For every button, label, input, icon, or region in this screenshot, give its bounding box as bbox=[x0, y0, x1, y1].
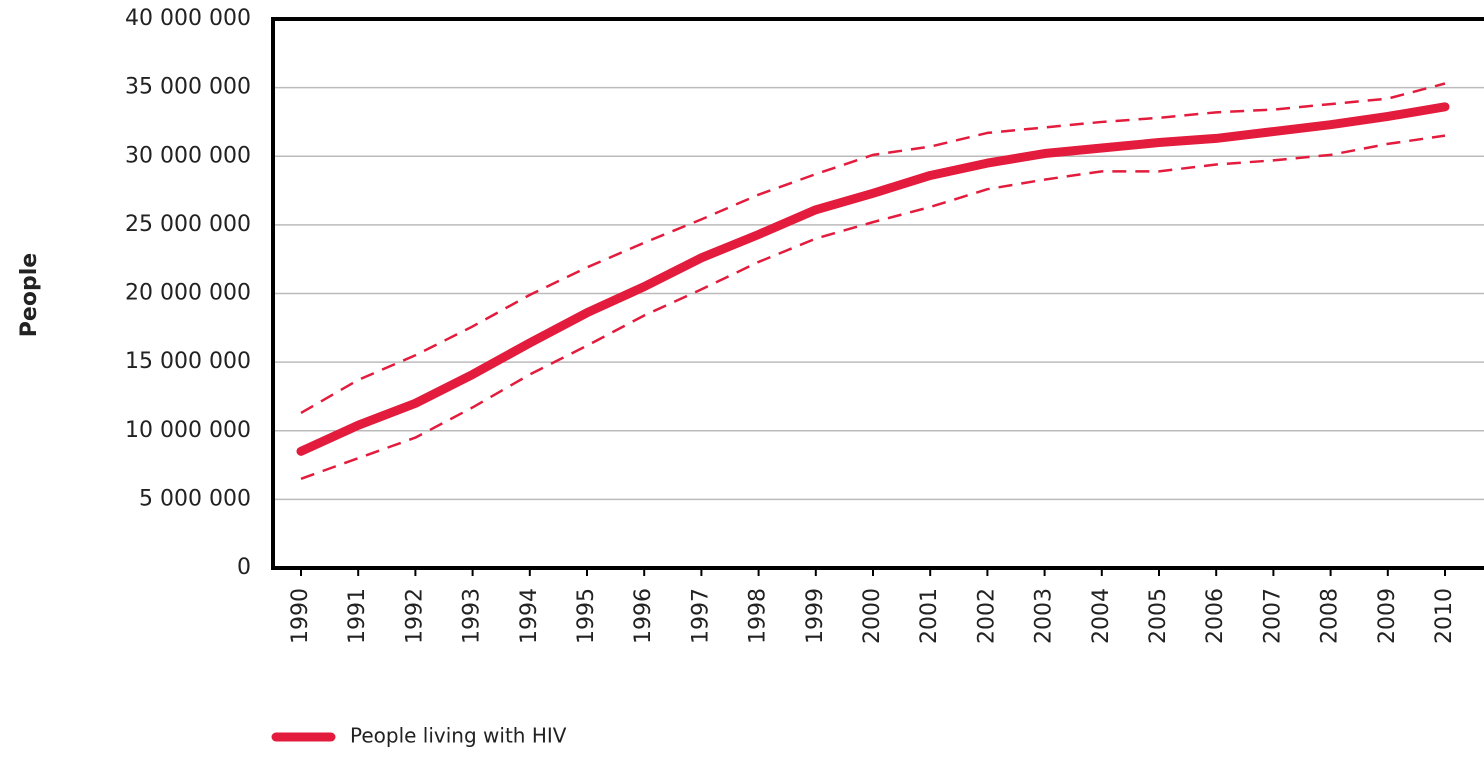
x-tick-label: 2007 bbox=[1260, 588, 1285, 644]
x-tick-label: 1990 bbox=[288, 588, 313, 644]
x-tick-label: 1997 bbox=[688, 588, 713, 644]
x-tick-label: 2010 bbox=[1432, 588, 1457, 644]
y-tick-label: 20 000 000 bbox=[125, 281, 251, 306]
y-tick-label: 5 000 000 bbox=[139, 486, 251, 511]
x-tick-label: 2000 bbox=[860, 588, 885, 644]
x-tick-label: 2008 bbox=[1318, 588, 1343, 644]
y-tick-label: 15 000 000 bbox=[125, 349, 251, 374]
x-tick-label: 2001 bbox=[917, 588, 942, 644]
x-tick-label: 1994 bbox=[517, 588, 542, 644]
x-tick-label: 1992 bbox=[402, 588, 427, 644]
plot-frame bbox=[271, 17, 1484, 570]
y-tick-label: 35 000 000 bbox=[125, 75, 251, 100]
x-tick-label: 1991 bbox=[345, 588, 370, 644]
line bbox=[296, 102, 1450, 456]
y-tick-label: 30 000 000 bbox=[125, 143, 251, 168]
y-tick-label: 40 000 000 bbox=[125, 6, 251, 31]
y-tick-label: 25 000 000 bbox=[125, 212, 251, 237]
x-tick-label: 1995 bbox=[574, 588, 599, 644]
y-tick-label: 10 000 000 bbox=[125, 418, 251, 443]
x-tick-label: 2005 bbox=[1146, 588, 1171, 644]
x-tick-label: 2006 bbox=[1203, 588, 1228, 644]
x-tick-label: 2004 bbox=[1089, 588, 1114, 644]
x-tick-label: 1998 bbox=[746, 588, 771, 644]
x-tick-label: 1999 bbox=[803, 588, 828, 644]
x-tick-label: 1993 bbox=[460, 588, 485, 644]
legend-label: People living with HIV bbox=[350, 724, 567, 748]
bound-line bbox=[300, 134, 1446, 480]
x-tick-label: 2009 bbox=[1375, 588, 1400, 644]
x-tick-label: 2003 bbox=[1032, 588, 1057, 644]
y-axis-label: People bbox=[17, 253, 42, 337]
bound-line bbox=[300, 82, 1446, 414]
x-tick-label: 1996 bbox=[631, 588, 656, 644]
y-tick-label: 0 bbox=[237, 555, 251, 580]
x-tick-label: 2002 bbox=[974, 588, 999, 644]
